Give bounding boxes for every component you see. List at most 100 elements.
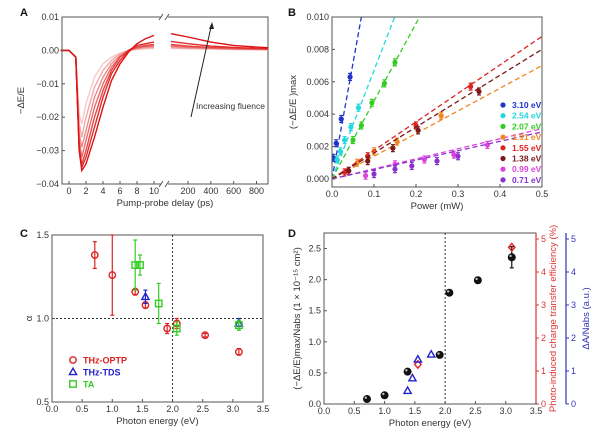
right-tick-label-blue: 4 xyxy=(571,267,576,277)
trace-line xyxy=(60,45,155,158)
x-tick-label: 0.0 xyxy=(318,406,331,416)
data-point xyxy=(507,253,516,262)
data-point xyxy=(407,373,418,382)
legend-label: 1.38 eV xyxy=(512,154,542,164)
trace-line xyxy=(60,34,155,173)
fit-line xyxy=(332,17,363,180)
y-axis-label: α xyxy=(24,315,35,321)
data-point xyxy=(140,291,151,301)
legend-marker xyxy=(69,356,77,364)
data-point xyxy=(409,163,415,169)
legend-marker xyxy=(500,145,506,151)
data-point xyxy=(413,354,423,363)
trace-line xyxy=(60,43,155,165)
x-tick-label: 0.5 xyxy=(348,406,361,416)
data-point xyxy=(403,367,412,376)
data-point xyxy=(163,324,172,333)
data-point xyxy=(337,148,343,154)
fit-line xyxy=(332,17,396,180)
data-point xyxy=(394,139,400,145)
x-tick-label: 3.5 xyxy=(257,404,270,414)
legend-marker xyxy=(500,102,506,108)
data-point xyxy=(338,116,344,122)
right-tick-label-blue: 1 xyxy=(571,366,576,376)
legend-marker xyxy=(500,113,506,119)
data-point xyxy=(342,169,348,176)
data-point xyxy=(234,347,243,356)
panel-d: D 0 0 1 1 2 2 3 3 4 4 5 5 0.0 0.5 1.0 1.5 2.0 2.5 3.0 3.5 0.0… xyxy=(288,225,592,429)
right-tick-label-blue: 2 xyxy=(571,333,576,343)
x-tick-label: 0.4 xyxy=(494,189,507,199)
panel-label: A xyxy=(20,7,28,19)
data-point xyxy=(380,391,389,400)
x-tick-label: 0.5 xyxy=(536,189,549,199)
data-point xyxy=(342,137,348,143)
x-tick-label: 4 xyxy=(100,186,105,196)
data-point xyxy=(234,321,243,330)
y-axis-label: −ΔE/E xyxy=(16,87,27,114)
y-tick-label: 0.004 xyxy=(306,109,329,119)
data-point xyxy=(365,158,371,164)
y-tick-label: 1.5 xyxy=(36,230,49,240)
right-tick-label-red: 0 xyxy=(541,399,546,409)
marker-highlight xyxy=(382,392,385,396)
axis-break-gap xyxy=(161,181,168,187)
x-axis-label: Photon energy (eV) xyxy=(389,418,471,429)
plot-frame xyxy=(331,16,543,188)
x-tick-label: 400 xyxy=(203,186,218,196)
axis-break-mark xyxy=(158,180,164,188)
x-tick-label: 8 xyxy=(134,186,139,196)
axis-break-mark xyxy=(164,13,170,21)
x-tick-label: 3.0 xyxy=(499,406,512,416)
x-tick-label: 1.5 xyxy=(409,406,422,416)
data-point xyxy=(426,349,437,358)
x-tick-label: 3.5 xyxy=(530,406,543,416)
data-point xyxy=(172,324,181,333)
data-point xyxy=(402,385,413,395)
data-point xyxy=(131,261,140,269)
marker-highlight xyxy=(364,396,368,399)
x-axis-label: Photon energy (eV) xyxy=(116,416,198,427)
y-tick-label: 0.5 xyxy=(36,397,49,407)
trace-line xyxy=(170,33,268,49)
data-point xyxy=(421,156,427,163)
data-point xyxy=(136,261,144,269)
y-tick-label: 0.002 xyxy=(306,142,329,152)
panel-a: A 0 2 4 6 8 10 200 400 600 800 0.01 0.00 −0.01 −0.02 −0… xyxy=(16,7,269,209)
data-point xyxy=(201,331,210,340)
data-point xyxy=(108,271,117,279)
plot-area xyxy=(332,17,542,180)
x-tick-label: 1.0 xyxy=(106,404,119,414)
x-axis-label: Pump-probe delay (ps) xyxy=(117,198,214,209)
data-point xyxy=(507,242,516,253)
x-tick-label: 6 xyxy=(117,186,122,196)
data-point xyxy=(369,100,375,106)
y-tick-label: 0.006 xyxy=(306,77,329,87)
y-tick-label: 0.008 xyxy=(306,44,329,54)
data-point xyxy=(451,152,457,158)
y-tick-label: −0.03 xyxy=(36,146,59,156)
legend-marker xyxy=(500,177,506,183)
legend-marker xyxy=(500,155,506,162)
x-tick-label: 10 xyxy=(149,186,159,196)
y-tick-label: 0.0 xyxy=(308,399,321,409)
y-tick-label: 0.5 xyxy=(308,368,321,378)
y-tick-label: 0.01 xyxy=(41,12,59,22)
data-point xyxy=(484,142,490,148)
data-point xyxy=(392,166,398,172)
x-tick-label: 2.5 xyxy=(469,406,482,416)
data-point xyxy=(154,299,163,308)
legend-label: 1.55 eV xyxy=(512,143,542,153)
x-tick-label: 2.5 xyxy=(196,404,209,414)
y-tick-label: 0.010 xyxy=(306,12,329,22)
x-tick-label: 0.0 xyxy=(326,189,339,199)
x-tick-label: 2.0 xyxy=(166,404,179,414)
x-axis-label: Power (mW) xyxy=(411,201,464,212)
arrow-head xyxy=(209,22,214,29)
arrow-line xyxy=(190,26,212,118)
legend-marker xyxy=(69,380,77,388)
x-tick-label: 1.0 xyxy=(378,406,391,416)
data-point xyxy=(363,395,372,404)
